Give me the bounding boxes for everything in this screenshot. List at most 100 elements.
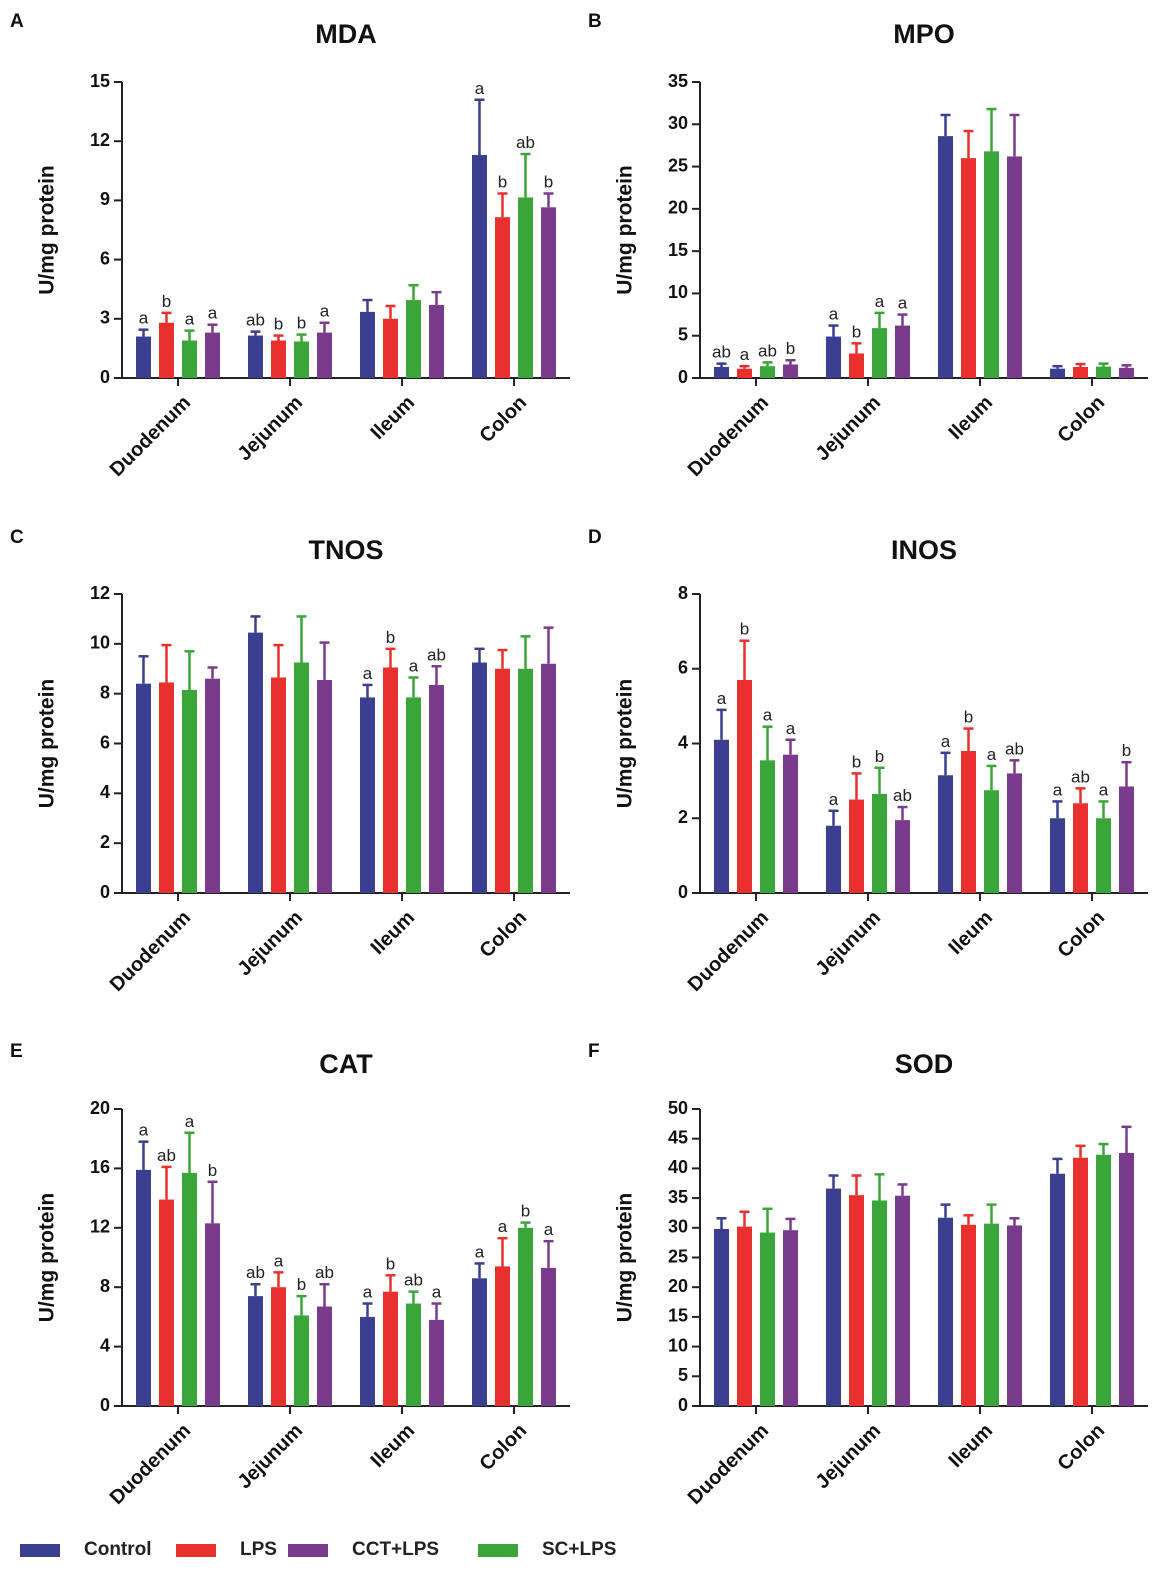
x-tick-label-d-jejunum: Jejunum (811, 907, 885, 981)
y-tick-label-f-5: 5 (678, 1365, 688, 1385)
y-tick-label-d-2: 2 (678, 807, 688, 827)
y-tick-label-f-30: 30 (668, 1217, 688, 1237)
y-tick-label-f-0: 0 (678, 1395, 688, 1415)
bar-c-colon-cct-lps (541, 663, 556, 893)
x-tick-label-e-duodenum: Duodenum (106, 1420, 195, 1509)
y-tick-label-e-20: 20 (90, 1098, 110, 1118)
sig-label-e-ileum-sc-lps: ab (404, 1271, 423, 1290)
y-tick-label-e-8: 8 (100, 1276, 110, 1296)
sig-label-b-duodenum-control: ab (712, 343, 731, 362)
chart-title-c: TNOS (308, 535, 383, 565)
bar-f-ileum-sc-lps (984, 1223, 999, 1406)
sig-label-e-ileum-cct-lps: a (432, 1283, 442, 1302)
sig-label-e-duodenum-control: a (139, 1121, 149, 1140)
bar-b-jejunum-cct-lps (895, 325, 910, 378)
bar-f-duodenum-cct-lps (783, 1230, 798, 1406)
sig-label-d-duodenum-cct-lps: a (786, 719, 796, 738)
bar-a-jejunum-sc-lps (294, 341, 309, 378)
bar-a-colon-cct-lps (541, 207, 556, 378)
panel-letter-e: E (10, 1041, 23, 1062)
x-tick-label-f-colon: Colon (1054, 1420, 1110, 1476)
bar-d-jejunum-control (826, 825, 841, 893)
bar-a-ileum-sc-lps (406, 300, 421, 378)
legend-label-sc-lps: SC+LPS (542, 1539, 617, 1560)
bar-a-duodenum-lps (159, 322, 174, 378)
y-tick-label-d-4: 4 (678, 732, 688, 752)
bar-f-ileum-lps (961, 1224, 976, 1406)
sig-label-e-jejunum-cct-lps: ab (315, 1263, 334, 1282)
bar-a-duodenum-cct-lps (205, 332, 220, 378)
bar-e-duodenum-control (136, 1169, 151, 1406)
x-tick-label-b-ileum: Ileum (945, 392, 998, 445)
y-tick-label-c-2: 2 (100, 832, 110, 852)
sig-label-d-jejunum-control: a (829, 790, 839, 809)
sig-label-e-ileum-lps: b (386, 1254, 395, 1273)
bar-a-colon-sc-lps (518, 197, 533, 378)
y-tick-label-c-6: 6 (100, 732, 110, 752)
bar-b-ileum-lps (961, 158, 976, 378)
sig-label-d-jejunum-lps: b (852, 752, 861, 771)
bar-c-duodenum-lps (159, 682, 174, 893)
y-tick-label-b-25: 25 (668, 155, 688, 175)
y-tick-label-a-0: 0 (100, 367, 110, 387)
bar-f-colon-control (1050, 1173, 1065, 1406)
x-tick-label-d-ileum: Ileum (945, 907, 998, 960)
y-tick-label-e-16: 16 (90, 1157, 110, 1177)
panel-letter-a: A (10, 11, 24, 32)
legend-swatch-lps (176, 1543, 216, 1557)
bar-f-ileum-control (938, 1217, 953, 1406)
bar-f-colon-sc-lps (1096, 1154, 1111, 1406)
sig-label-d-duodenum-lps: b (740, 620, 749, 639)
sig-label-d-ileum-sc-lps: a (987, 745, 997, 764)
legend-item-sc-lps: SC+LPS (478, 1538, 616, 1562)
bar-a-duodenum-control (136, 336, 151, 378)
bar-e-jejunum-control (248, 1296, 263, 1406)
panel-c: C TNOS U/mg protein 0 2 4 6 8 10 12 Duodenum Jejunu… (10, 527, 570, 996)
bar-d-duodenum-cct-lps (783, 754, 798, 893)
bar-c-jejunum-control (248, 632, 263, 893)
x-tick-label-b-duodenum: Duodenum (684, 392, 773, 481)
chart-title-a: MDA (315, 19, 377, 49)
bar-c-ileum-sc-lps (406, 697, 421, 893)
bar-a-duodenum-sc-lps (182, 340, 197, 378)
y-tick-label-d-0: 0 (678, 882, 688, 902)
sig-label-e-colon-cct-lps: a (544, 1220, 554, 1239)
y-tick-label-d-8: 8 (678, 583, 688, 603)
sig-label-e-duodenum-cct-lps: b (208, 1161, 217, 1180)
bar-c-ileum-lps (383, 667, 398, 893)
legend-item-control: Control (20, 1538, 152, 1562)
x-tick-label-a-colon: Colon (476, 392, 532, 448)
y-tick-label-c-4: 4 (100, 782, 110, 802)
y-axis-label-d: U/mg protein (614, 679, 637, 809)
legend-swatch-cct-lps (288, 1543, 328, 1557)
bar-e-duodenum-lps (159, 1199, 174, 1406)
sig-label-a-jejunum-lps: b (274, 315, 283, 334)
sig-label-b-duodenum-sc-lps: ab (758, 341, 777, 360)
y-tick-label-f-40: 40 (668, 1157, 688, 1177)
x-tick-label-d-colon: Colon (1054, 907, 1110, 963)
y-axis-label-e: U/mg protein (36, 1193, 59, 1323)
sig-label-d-colon-sc-lps: a (1099, 780, 1109, 799)
bar-e-colon-sc-lps (518, 1227, 533, 1406)
bar-e-ileum-control (360, 1316, 375, 1406)
x-tick-label-d-duodenum: Duodenum (684, 907, 773, 996)
bar-b-colon-sc-lps (1096, 366, 1111, 378)
bar-f-ileum-cct-lps (1007, 1225, 1022, 1406)
legend-label-lps: LPS (240, 1539, 277, 1560)
x-tick-label-f-ileum: Ileum (945, 1420, 998, 1473)
bar-c-jejunum-cct-lps (317, 679, 332, 893)
sig-label-a-colon-cct-lps: b (544, 172, 553, 191)
x-tick-label-b-jejunum: Jejunum (811, 392, 885, 466)
x-tick-label-e-jejunum: Jejunum (233, 1420, 307, 1494)
bar-c-ileum-cct-lps (429, 684, 444, 893)
y-tick-label-c-10: 10 (90, 633, 110, 653)
legend-swatch-sc-lps (478, 1543, 518, 1557)
bar-c-duodenum-sc-lps (182, 689, 197, 893)
bar-c-colon-lps (495, 668, 510, 893)
bar-a-jejunum-cct-lps (317, 332, 332, 378)
sig-label-b-jejunum-control: a (829, 305, 839, 324)
sig-label-d-jejunum-sc-lps: b (875, 747, 884, 766)
y-tick-label-f-15: 15 (668, 1306, 688, 1326)
